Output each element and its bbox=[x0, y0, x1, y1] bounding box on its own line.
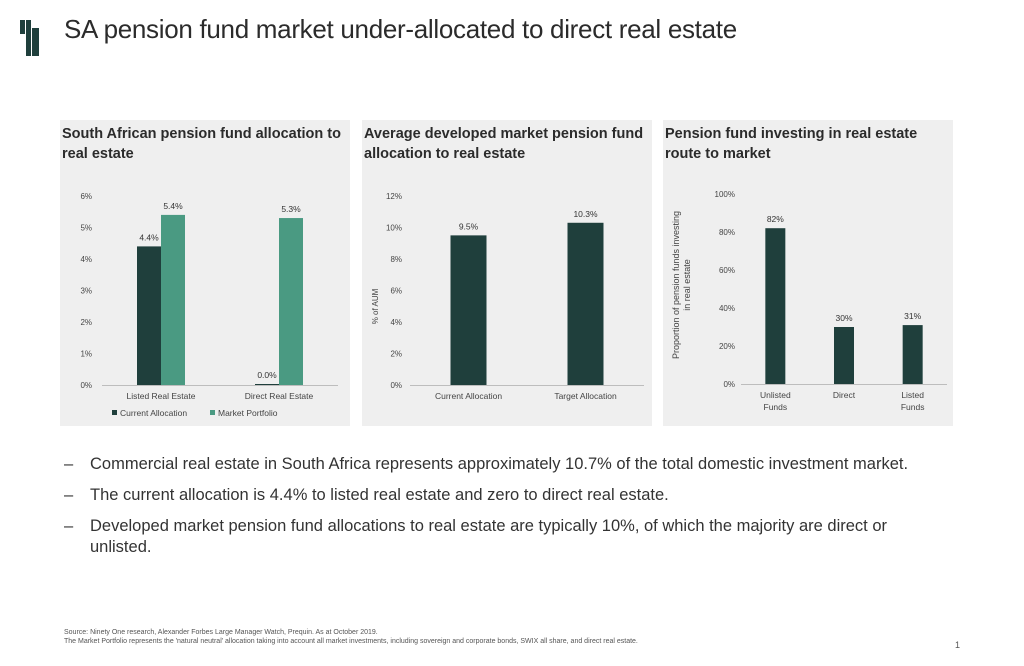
bullet-item: – Commercial real estate in South Africa … bbox=[64, 454, 944, 475]
data-label: 9.5% bbox=[459, 221, 479, 231]
y-tick-label: 1% bbox=[80, 350, 92, 359]
y-tick-label: 40% bbox=[719, 304, 735, 313]
chart-panel-route-to-market: Pension fund investing in real estate ro… bbox=[663, 120, 953, 426]
bar bbox=[450, 235, 487, 385]
data-label: 0.0% bbox=[257, 370, 277, 380]
x-tick-label: Direct Real Estate bbox=[245, 391, 314, 401]
y-tick-label: 5% bbox=[80, 224, 92, 233]
chart-svg: 0% 2% 4% 6% 8% 10% 12% % of AUM 9.5% Current Allo… bbox=[371, 192, 644, 401]
data-label: 10.3% bbox=[573, 209, 598, 219]
chart-title: Average developed market pension fund al… bbox=[364, 126, 644, 162]
y-tick-label: 2% bbox=[390, 350, 402, 359]
y-tick-label: 20% bbox=[719, 342, 735, 351]
bar bbox=[834, 327, 854, 384]
bullet-list: – Commercial real estate in South Africa … bbox=[64, 454, 944, 568]
x-tick-label: Current Allocation bbox=[435, 391, 502, 401]
data-label: 30% bbox=[835, 313, 852, 323]
bullet-marker: – bbox=[64, 486, 74, 504]
bar bbox=[902, 325, 923, 384]
y-tick-label: 0% bbox=[390, 381, 402, 390]
y-tick-label: 2% bbox=[80, 318, 92, 327]
x-tick-label: Target Allocation bbox=[554, 391, 617, 401]
page-number: 1 bbox=[955, 640, 961, 650]
bullet-text: Commercial real estate in South Africa r… bbox=[90, 455, 909, 473]
y-tick-label: 80% bbox=[719, 228, 735, 237]
page-title: SA pension fund market under-allocated t… bbox=[64, 14, 737, 44]
y-tick-label: 60% bbox=[719, 266, 735, 275]
legend-label: Market Portfolio bbox=[218, 408, 278, 418]
chart-title: South African pension fund allocation to… bbox=[62, 126, 341, 162]
data-label: 5.4% bbox=[163, 201, 183, 211]
legend-swatch bbox=[112, 410, 117, 415]
legend-label: Current Allocation bbox=[120, 408, 187, 418]
chart-svg: 0% 20% 40% 60% 80% 100% Proportion of pension … bbox=[671, 190, 947, 412]
data-label: 31% bbox=[904, 311, 921, 321]
bullet-item: – Developed market pension fund allocatio… bbox=[64, 516, 944, 558]
source-line: The Market Portfolio represents the 'nat… bbox=[64, 638, 638, 645]
bar bbox=[567, 222, 604, 385]
y-tick-label: 8% bbox=[390, 255, 402, 264]
brand-logo bbox=[20, 20, 40, 56]
x-tick-label: Listed Funds bbox=[901, 390, 925, 412]
x-tick-label: Direct bbox=[833, 390, 856, 400]
y-axis-label: % of AUM bbox=[371, 288, 380, 324]
bar bbox=[765, 228, 786, 384]
data-label: 4.4% bbox=[139, 232, 159, 242]
bullet-marker: – bbox=[64, 517, 74, 535]
data-label: 82% bbox=[767, 214, 784, 224]
y-tick-label: 0% bbox=[723, 380, 735, 389]
y-axis-label: Proportion of pension funds investingin … bbox=[671, 211, 692, 359]
y-tick-label: 3% bbox=[80, 287, 92, 296]
source-line: Source: Ninety One research, Alexander F… bbox=[64, 629, 378, 636]
y-tick-label: 4% bbox=[80, 255, 92, 264]
x-tick-label: Unlisted Funds bbox=[760, 390, 791, 412]
legend-swatch bbox=[210, 410, 215, 415]
y-tick-label: 6% bbox=[390, 287, 402, 296]
source-note: Source: Ninety One research, Alexander F… bbox=[64, 628, 964, 646]
y-tick-label: 100% bbox=[715, 190, 735, 199]
bar bbox=[279, 218, 303, 385]
bullet-text: The current allocation is 4.4% to listed… bbox=[90, 486, 669, 504]
bar bbox=[161, 214, 185, 385]
bar bbox=[137, 246, 161, 385]
chart-svg: 0% 1% 2% 3% 4% 5% 6% 4.4% 5.4% Listed Real Estate… bbox=[80, 192, 338, 418]
y-tick-label: 0% bbox=[80, 381, 92, 390]
y-tick-label: 6% bbox=[80, 192, 92, 201]
x-tick-label: Listed Real Estate bbox=[127, 391, 196, 401]
y-tick-label: 10% bbox=[386, 224, 402, 233]
y-tick-label: 12% bbox=[386, 192, 402, 201]
data-label: 5.3% bbox=[281, 204, 301, 214]
bullet-item: – The current allocation is 4.4% to liste… bbox=[64, 485, 944, 506]
bullet-text: Developed market pension fund allocation… bbox=[90, 517, 887, 556]
chart-panel-developed-market: Average developed market pension fund al… bbox=[362, 120, 652, 426]
chart-panel-sa-allocation: South African pension fund allocation to… bbox=[60, 120, 350, 426]
chart-title: Pension fund investing in real estate ro… bbox=[665, 126, 918, 162]
bullet-marker: – bbox=[64, 455, 74, 473]
bar bbox=[255, 384, 279, 385]
y-tick-label: 4% bbox=[390, 318, 402, 327]
